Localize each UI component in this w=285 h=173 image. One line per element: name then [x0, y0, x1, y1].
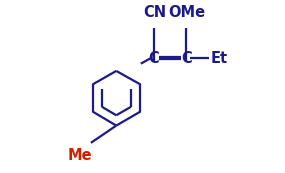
- Text: Et: Et: [210, 51, 227, 66]
- Text: C: C: [181, 51, 192, 66]
- Text: OMe: OMe: [168, 5, 205, 20]
- Text: C: C: [149, 51, 159, 66]
- Text: CN: CN: [143, 5, 166, 20]
- Text: Me: Me: [68, 148, 92, 163]
